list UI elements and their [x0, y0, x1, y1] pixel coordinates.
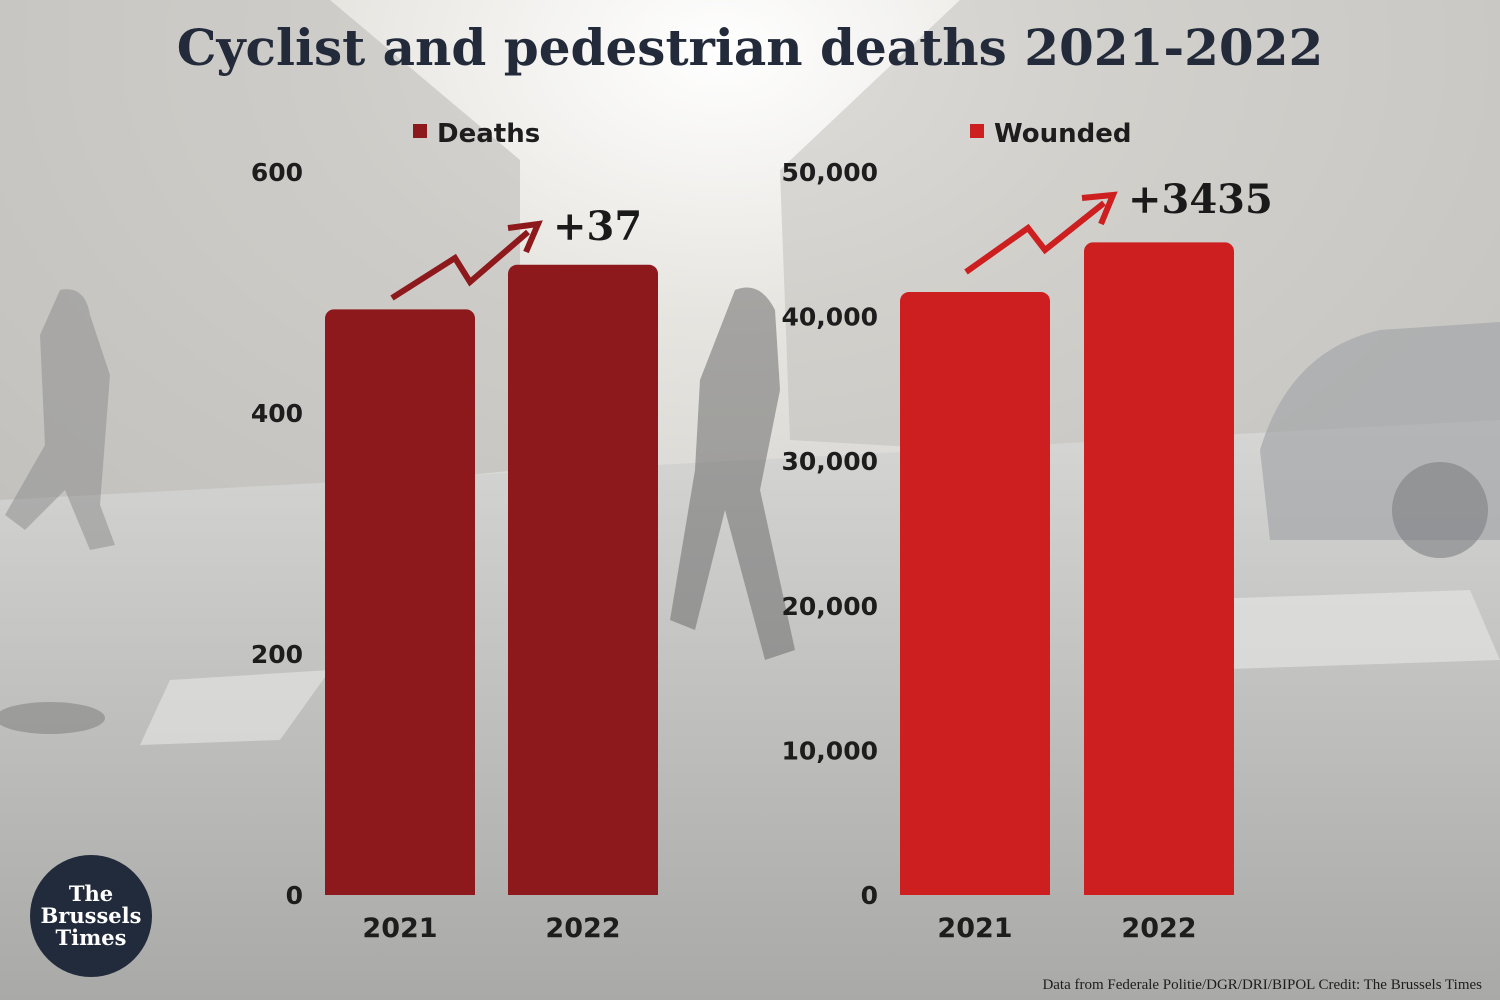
bar-base-wounded-2021 — [900, 883, 1050, 895]
bar-deaths-2022 — [508, 264, 658, 895]
bar-deaths-2021 — [325, 309, 475, 895]
y-tick-label-deaths: 200 — [251, 640, 303, 669]
x-tick-label-deaths: 2021 — [362, 913, 437, 944]
y-tick-label-deaths: 400 — [251, 399, 303, 428]
chart-title: Cyclist and pedestrian deaths 2021-2022 — [176, 18, 1324, 77]
logo-line-2: Brussels — [40, 902, 142, 928]
bar-base-deaths-2022 — [508, 883, 658, 895]
y-axis-wounded: 0 10,000 20,000 30,000 40,000 50,000 — [782, 158, 878, 910]
y-tick-label-wounded: 0 — [861, 881, 878, 910]
legend-label-deaths: Deaths — [437, 119, 540, 149]
logo-line-3: Times — [55, 925, 127, 951]
annotation-wounded-increase: +3435 — [1128, 176, 1273, 223]
bar-base-deaths-2021 — [325, 883, 475, 895]
y-tick-label-wounded: 40,000 — [782, 303, 878, 332]
legend-swatch-deaths — [413, 124, 427, 138]
x-tick-label-wounded: 2022 — [1121, 913, 1196, 944]
x-tick-label-wounded: 2021 — [937, 913, 1012, 944]
deaths-chart: Deaths 0 200 400 600 2021 2022 +37 — [251, 119, 658, 944]
logo-line-1: The — [68, 880, 114, 906]
x-axis-wounded: 2021 2022 — [937, 913, 1196, 944]
bar-base-wounded-2022 — [1084, 883, 1234, 895]
source-credit: Data from Federale Politie/DGR/DRI/BIPOL… — [1042, 977, 1482, 993]
wounded-chart: Wounded 010,00020,00030,00040,00050,000 … — [782, 119, 1273, 944]
bar-wounded-2021 — [900, 292, 1050, 895]
trend-arrowhead-deaths — [507, 220, 543, 254]
y-tick-label-wounded: 30,000 — [782, 447, 878, 476]
y-tick-label-wounded: 20,000 — [782, 592, 878, 621]
bars-wounded — [900, 242, 1234, 895]
x-axis-deaths: 2021 2022 — [362, 913, 620, 944]
bars-deaths — [325, 264, 658, 895]
x-tick-label-deaths: 2022 — [545, 913, 620, 944]
y-tick-label-wounded: 50,000 — [782, 158, 878, 187]
y-axis-deaths: 0 200 400 600 — [251, 158, 303, 910]
brussels-times-logo: The Brussels Times — [30, 855, 152, 977]
legend-swatch-wounded — [970, 124, 984, 138]
annotation-deaths-increase: +37 — [553, 203, 642, 250]
legend-label-wounded: Wounded — [994, 119, 1132, 149]
trend-arrow-deaths — [390, 229, 530, 301]
bar-wounded-2022 — [1084, 242, 1234, 895]
trend-arrowhead-wounded — [1081, 191, 1118, 226]
y-tick-label-deaths: 0 — [286, 881, 303, 910]
y-tick-label-wounded: 10,000 — [782, 736, 878, 765]
y-tick-label-deaths: 600 — [251, 158, 303, 187]
trend-arrow-wounded — [964, 200, 1106, 275]
